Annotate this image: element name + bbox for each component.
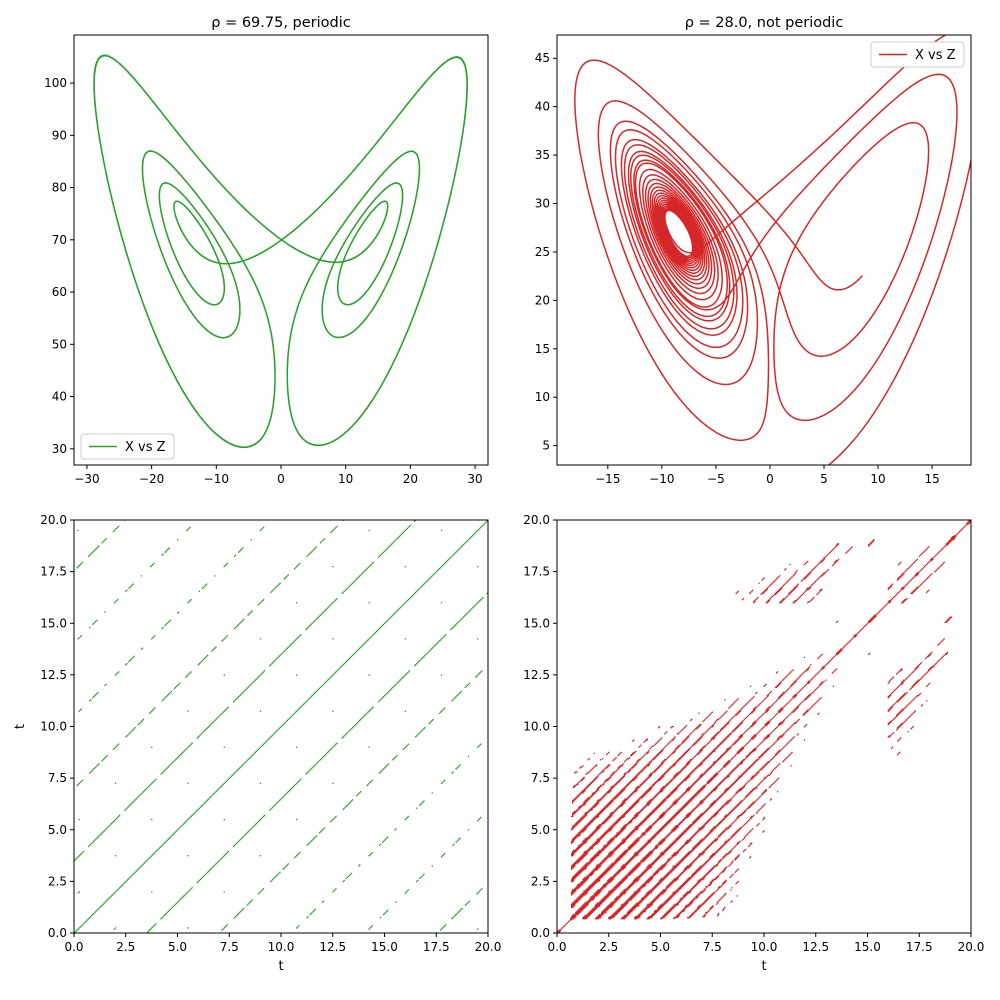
y-tick-label: 80: [52, 181, 67, 195]
y-tick-label: 2.5: [48, 874, 67, 888]
x-tick-label: −5: [707, 472, 725, 486]
y-axis-label: t: [13, 724, 28, 729]
y-tick-label: 70: [52, 233, 67, 247]
y-tick-label: 5.0: [531, 823, 550, 837]
legend-box: [870, 41, 965, 68]
y-tick-label: 40: [535, 100, 550, 114]
x-tick-label: 0: [277, 472, 285, 486]
x-tick-label: −10: [649, 472, 674, 486]
legend: X vs Z: [870, 41, 965, 68]
y-tick-label: 5.0: [48, 823, 67, 837]
series-line-x-vs-z: [574, 35, 971, 465]
x-tick-label: 17.5: [906, 940, 933, 954]
subplot-3: 0.0 2.5 5.0 7.5 10.0 12.5 15.0 17.5 20.0 0.0 2.5 5.…: [13, 513, 501, 974]
x-tick-label: −10: [204, 472, 229, 486]
x-tick-label: 10.0: [268, 940, 295, 954]
x-tick-label: 0.0: [547, 940, 566, 954]
x-tick-label: 30: [467, 472, 482, 486]
x-tick-label: 2.5: [599, 940, 618, 954]
x-tick-label: 5: [820, 472, 828, 486]
x-tick-label: 20.0: [958, 940, 985, 954]
y-tick-label: 40: [52, 390, 67, 404]
x-tick-label: 0: [766, 472, 774, 486]
x-tick-label: −30: [74, 472, 99, 486]
x-tick-label: 12.5: [319, 940, 346, 954]
x-tick-label: 20.0: [475, 940, 502, 954]
y-tick-label: 7.5: [531, 771, 550, 785]
x-tick-label: 7.5: [703, 940, 722, 954]
y-tick-label: 2.5: [531, 874, 550, 888]
y-tick-label: 7.5: [48, 771, 67, 785]
y-tick-label: 45: [535, 51, 550, 65]
y-tick-label: 17.5: [523, 565, 550, 579]
y-tick-label: 15.0: [40, 616, 67, 630]
x-tick-label: 10: [338, 472, 353, 486]
x-axis-label: t: [761, 959, 766, 974]
y-tick-label: 20.0: [40, 513, 67, 527]
x-tick-label: 20: [403, 472, 418, 486]
y-tick-label: 0.0: [48, 926, 67, 940]
x-tick-label: 12.5: [802, 940, 829, 954]
y-tick-label: 30: [535, 197, 550, 211]
legend-box: [80, 433, 175, 460]
x-tick-label: −20: [139, 472, 164, 486]
y-tick-label: 5: [542, 439, 550, 453]
y-tick-label: 12.5: [523, 668, 550, 682]
x-tick-label: 5.0: [168, 940, 187, 954]
y-tick-label: 20.0: [523, 513, 550, 527]
y-tick-label: 10.0: [40, 720, 67, 734]
y-tick-label: 0.0: [531, 926, 550, 940]
y-tick-label: 35: [535, 148, 550, 162]
series-line-x-vs-z: [93, 54, 469, 449]
y-tick-label: 100: [44, 76, 67, 90]
y-tick-label: 30: [52, 442, 67, 456]
legend-label: X vs Z: [125, 440, 166, 455]
legend: X vs Z: [80, 433, 175, 460]
x-tick-label: 5.0: [651, 940, 670, 954]
recurrence-marks: [74, 520, 488, 933]
y-tick-label: 90: [52, 128, 67, 142]
y-tick-label: 15.0: [523, 616, 550, 630]
x-tick-label: 15.0: [854, 940, 881, 954]
subplot-1: X vs Z −30 −20 −10 0 10 20 30 30 40 50 60 70 80 90 100 ρ…: [44, 15, 489, 486]
axes-frame: [73, 34, 489, 466]
subplot-2: X vs Z −15 −10 −5 0 5 10 15 5 10 15 20 25 30 35 40 45 ρ =…: [535, 15, 972, 486]
recurrence-marks: [557, 520, 971, 933]
y-tick-label: 10.0: [523, 720, 550, 734]
x-tick-label: 2.5: [116, 940, 135, 954]
y-tick-label: 15: [535, 342, 550, 356]
y-tick-label: 25: [535, 245, 550, 259]
x-tick-label: 10: [870, 472, 885, 486]
x-tick-label: 15.0: [371, 940, 398, 954]
y-tick-label: 12.5: [40, 668, 67, 682]
y-tick-label: 60: [52, 285, 67, 299]
x-tick-label: 15: [924, 472, 939, 486]
x-axis-label: t: [278, 959, 283, 974]
subplot-title: ρ = 28.0, not periodic: [685, 15, 844, 31]
y-tick-label: 10: [535, 390, 550, 404]
subplot-4: 0.0 2.5 5.0 7.5 10.0 12.5 15.0 17.5 20.0 0.0 2.5 5.…: [523, 513, 984, 974]
subplot-title: ρ = 69.75, periodic: [211, 15, 351, 31]
x-tick-label: 0.0: [64, 940, 83, 954]
y-tick-label: 50: [52, 337, 67, 351]
axes-frame: [556, 34, 972, 466]
y-tick-label: 20: [535, 293, 550, 307]
x-tick-label: −15: [595, 472, 620, 486]
x-tick-label: 7.5: [220, 940, 239, 954]
y-tick-label: 17.5: [40, 565, 67, 579]
legend-label: X vs Z: [915, 48, 956, 63]
x-tick-label: 17.5: [423, 940, 450, 954]
x-tick-label: 10.0: [751, 940, 778, 954]
